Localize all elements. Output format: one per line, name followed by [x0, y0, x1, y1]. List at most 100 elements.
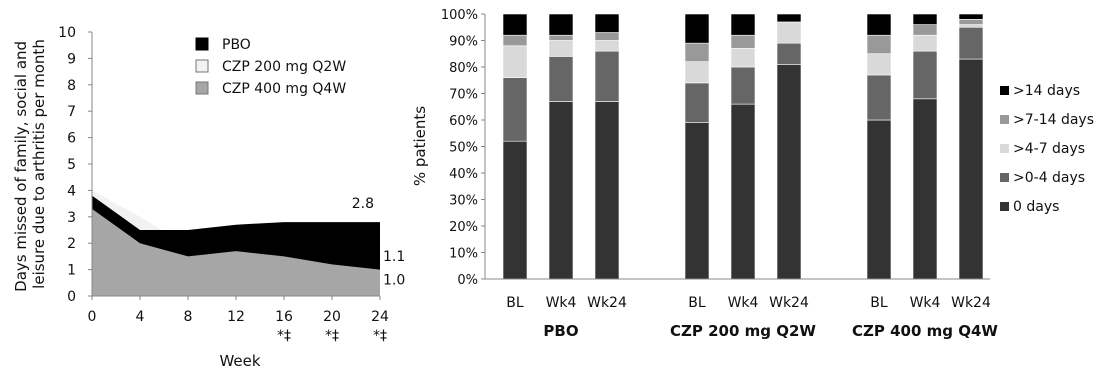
right-y-tick-label: 80% [449, 61, 478, 76]
right-category-label: BL [688, 295, 706, 311]
right-y-axis-title: % patients [411, 106, 429, 186]
bar-layer [502, 13, 984, 280]
bar-segment [548, 13, 574, 36]
right-y-tick-label: 30% [449, 194, 478, 209]
right-y-tick-label: 10% [449, 247, 478, 262]
bar-segment [502, 140, 528, 280]
legend-swatch-czp400 [195, 81, 209, 95]
bar-segment [776, 42, 802, 65]
bar-segment [502, 77, 528, 142]
bar-segment [776, 64, 802, 280]
left-x-tick-label: 0 [88, 309, 97, 325]
left-y-tick-label: 1 [67, 263, 76, 279]
right-category-label: Wk24 [951, 295, 991, 311]
legend-label: >14 days [1013, 83, 1080, 99]
bar-segment [502, 13, 528, 36]
legend-swatch [1000, 86, 1009, 95]
bar-segment [548, 56, 574, 102]
area-czp400 [92, 208, 380, 296]
bar-segment [776, 13, 802, 23]
area-series-layer [92, 190, 380, 296]
right-y-tick-label: 40% [449, 167, 478, 182]
right-legend: >14 days >7-14 days >4-7 days >0-4 days 0 da… [1000, 83, 1094, 215]
legend-label: >0-4 days [1013, 170, 1085, 186]
left-y-axis-title-line-1: Days missed of family, social and [12, 41, 30, 292]
bar-segment [912, 50, 938, 100]
right-y-tick-label: 50% [449, 141, 478, 156]
legend-label-czp400: CZP 400 mg Q4W [222, 81, 346, 97]
bar-segment [958, 13, 984, 20]
bar-segment [594, 101, 620, 280]
left-y-ticks: 0 1 2 3 4 5 6 7 8 9 10 [58, 25, 92, 305]
left-x-tick-label: 12 [227, 309, 245, 325]
significance-marker: *‡ [373, 328, 387, 344]
right-y-ticks: 0% 10% 20% 30% 40% 50% 60% 70% 80% 90% 100% [441, 8, 485, 288]
significance-marker: *‡ [277, 328, 291, 344]
bar-segment [776, 21, 802, 44]
bar-segment [730, 66, 756, 105]
right-group-label: PBO [543, 322, 578, 340]
left-x-tick-label: 20 [323, 309, 341, 325]
right-y-tick-label: 70% [449, 88, 478, 103]
left-y-tick-label: 9 [67, 51, 76, 67]
left-y-tick-label: 5 [67, 157, 76, 173]
bar-segment [684, 82, 710, 123]
end-label: 1.0 [383, 273, 405, 289]
bar-segment [730, 48, 756, 68]
left-x-axis-title: Week [219, 352, 260, 370]
bar-segment [502, 45, 528, 78]
bar-segment [548, 101, 574, 280]
bar-segment [958, 18, 984, 25]
left-y-axis-title: Days missed of family, social and leisur… [12, 36, 48, 292]
bar-segment [594, 50, 620, 102]
right-category-label: Wk4 [728, 295, 759, 311]
right-y-tick-label: 20% [449, 220, 478, 235]
bar-segment [866, 53, 892, 76]
left-y-tick-label: 4 [67, 183, 76, 199]
right-group-label: CZP 200 mg Q2W [670, 322, 816, 340]
bar-segment [730, 103, 756, 280]
right-y-tick-label: 60% [449, 114, 478, 129]
bar-segment [912, 24, 938, 36]
legend-swatch-czp200 [195, 59, 209, 73]
right-group-labels: PBO CZP 200 mg Q2W CZP 400 mg Q4W [543, 322, 998, 340]
left-y-tick-label: 2 [67, 236, 76, 252]
left-x-tick-label: 24 [371, 309, 389, 325]
right-y-tick-label: 0% [457, 273, 478, 288]
left-y-tick-label: 6 [67, 131, 76, 147]
legend-label: >4-7 days [1013, 141, 1085, 157]
right-category-label: Wk24 [769, 295, 809, 311]
bar-segment [730, 13, 756, 36]
bar-segment [912, 98, 938, 280]
legend-swatch [1000, 202, 1009, 211]
bar-segment [912, 13, 938, 25]
legend-swatch-pbo [195, 37, 209, 51]
bar-segment [548, 34, 574, 41]
bar-segment [594, 32, 620, 41]
bar-segment [684, 42, 710, 63]
end-label: 2.8 [352, 196, 374, 212]
left-y-tick-label: 10 [58, 25, 76, 41]
right-y-tick-label: 100% [441, 8, 478, 23]
bar-segment [730, 34, 756, 49]
legend-swatch [1000, 115, 1009, 124]
bar-segment [958, 26, 984, 60]
right-group-label: CZP 400 mg Q4W [852, 322, 998, 340]
end-label: 1.1 [383, 249, 405, 265]
right-category-label: BL [506, 295, 524, 311]
end-value-labels: 2.8 1.1 1.0 [352, 196, 406, 289]
left-x-tick-label: 8 [184, 309, 193, 325]
left-y-axis-title-line-2: leisure due to arthritis per month [30, 39, 48, 289]
bar-segment [594, 13, 620, 33]
left-legend: PBO CZP 200 mg Q2W CZP 400 mg Q4W [195, 37, 346, 97]
right-category-labels: BL Wk4 Wk24 BL Wk4 Wk24 BL Wk4 Wk24 [506, 295, 991, 311]
bar-segment [866, 13, 892, 36]
right-category-label: Wk4 [546, 295, 577, 311]
left-x-tick-label: 4 [136, 309, 145, 325]
bar-segment [866, 74, 892, 121]
left-x-tick-label: 16 [275, 309, 293, 325]
left-x-ticks: 0 4 8 12 16 20 24 *‡ *‡ *‡ [88, 296, 389, 344]
bar-segment [866, 119, 892, 280]
